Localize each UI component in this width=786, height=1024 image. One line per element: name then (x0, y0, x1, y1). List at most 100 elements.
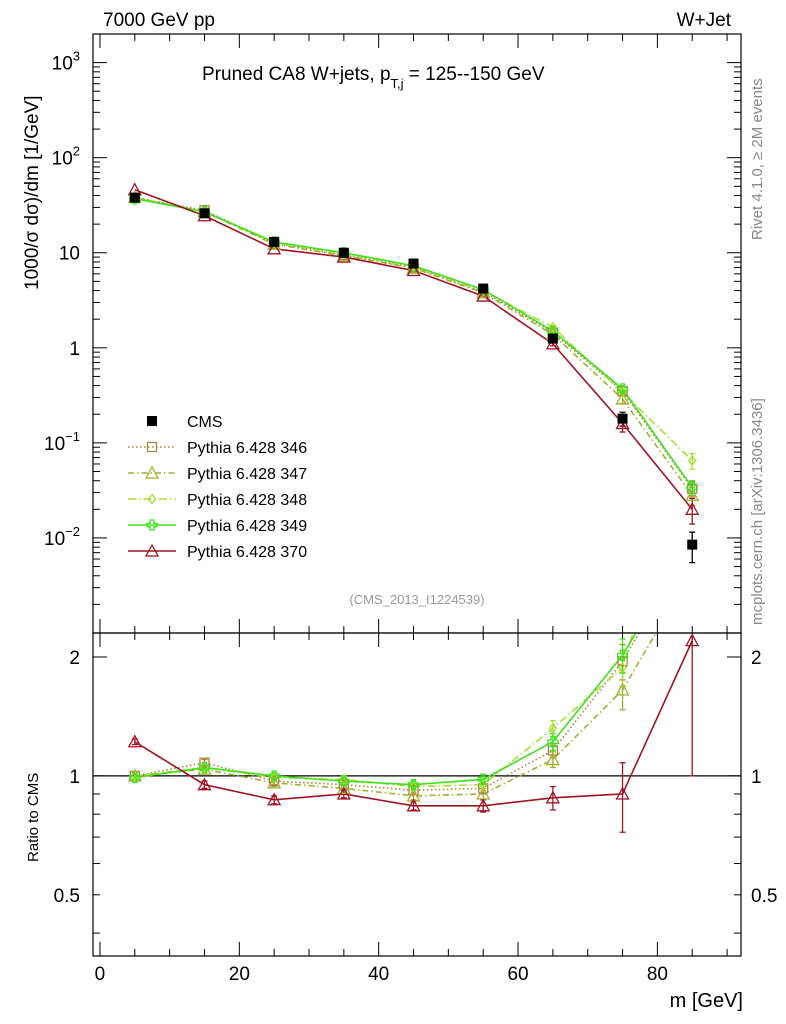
ratio-series-line (134, 633, 637, 786)
main-y-tick-label: 10 (59, 244, 80, 265)
ratio-series-line (134, 633, 641, 791)
x-tick-label: 0 (95, 964, 106, 985)
ratio-data-point (129, 771, 141, 784)
main-y-tick-exp: −1 (65, 429, 80, 444)
main-y-tick-label: 102 (52, 144, 80, 170)
rivet-version-label: Rivet 4.1.0, ≥ 2M events (749, 78, 766, 240)
main-data-point (617, 413, 628, 424)
x-tick-label: 60 (507, 964, 528, 985)
header-process: W+Jet (677, 10, 732, 31)
legend-marker (146, 519, 158, 531)
ratio-data-point (548, 722, 558, 734)
legend-marker (144, 543, 160, 557)
ratio-y-tick-label: 1 (69, 767, 80, 788)
x-axis-label: m [GeV] (670, 990, 743, 1012)
ratio-data-point (268, 770, 280, 782)
title-tail: = 125--150 GeV (404, 64, 545, 85)
ratio-data-point (199, 757, 210, 768)
legend-label: Pythia 6.428 349 (187, 518, 307, 535)
legend: CMS Pythia 6.428 346 Pythia 6.428 347 Pythi… (128, 414, 307, 561)
ratio-y-tick-label-right: 2 (751, 648, 762, 669)
main-data-point (406, 263, 421, 277)
ratio-data-point (338, 775, 350, 787)
main-series-line (134, 188, 693, 510)
main-y-tick-base: 10 (59, 244, 80, 265)
main-data-point (686, 481, 698, 494)
ratio-data-point (545, 790, 560, 804)
ratio-data-point (689, 426, 696, 435)
main-data-point (199, 208, 210, 219)
main-data-point (338, 247, 349, 258)
main-data-point (476, 288, 491, 302)
main-data-point (267, 241, 282, 255)
main-data-point (269, 236, 280, 247)
main-y-tick-label: 1 (69, 339, 80, 360)
main-y-tick-exp: 3 (73, 49, 80, 64)
ratio-data-point (618, 662, 627, 674)
title-sub: T,j (391, 76, 404, 91)
ratio-plot-area: 0.5 0.51 12 20 20 40 60 80 (54, 426, 777, 985)
ratio-frame (92, 632, 742, 957)
main-data-point (408, 258, 419, 269)
ratio-data-point (617, 656, 628, 667)
ratio-data-point (409, 780, 418, 793)
ratio-data-point (336, 780, 351, 794)
legend-label: Pythia 6.428 370 (187, 544, 307, 561)
main-data-point (616, 383, 629, 395)
legend-marker (147, 493, 157, 505)
main-y-axis-label: 1000/σ dσ)/dm [1/GeV] (22, 95, 43, 290)
ratio-data-point (616, 649, 629, 661)
main-data-point (687, 455, 697, 467)
ratio-data-point (267, 775, 282, 789)
mcplots-label: mcplots.cern.ch [arXiv:1306.3436] (749, 398, 766, 625)
ratio-y-axis-label: Ratio to CMS (25, 773, 42, 862)
ratio-data-point (547, 736, 559, 748)
main-data-point (685, 501, 700, 515)
ratio-y-tick-label: 0.5 (54, 886, 80, 907)
ratio-data-point (127, 734, 142, 748)
main-y-tick-label: 103 (52, 49, 80, 75)
ratio-series-line (134, 633, 634, 788)
x-tick-label: 40 (368, 964, 389, 985)
ratio-y-tick-label-right: 0.5 (751, 886, 777, 907)
main-data-point (615, 391, 630, 405)
main-data-point (547, 333, 558, 344)
ratio-data-point (545, 752, 560, 766)
legend-label: Pythia 6.428 348 (187, 492, 307, 509)
ratio-y-tick-label-right: 1 (751, 767, 762, 788)
ratio-data-point (615, 786, 630, 800)
ratio-data-point (686, 565, 698, 576)
main-y-tick-base: 1 (69, 339, 80, 360)
analysis-watermark: (CMS_2013_I1224539) (349, 592, 484, 607)
ratio-data-point (197, 777, 212, 791)
legend-label: CMS (187, 414, 223, 431)
x-tick-label: 80 (647, 964, 668, 985)
main-data-point (687, 539, 698, 550)
legend-marker (146, 441, 158, 453)
main-y-tick-exp: −2 (65, 524, 80, 539)
main-y-tick-label: 10−1 (44, 429, 80, 455)
ratio-data-point (267, 792, 282, 806)
main-y-tick-exp: 2 (73, 144, 80, 159)
ratio-data-point (198, 761, 211, 774)
legend-marker (147, 416, 157, 426)
ratio-data-point (269, 772, 279, 784)
ratio-data-point (336, 786, 351, 800)
legend-marker (144, 465, 160, 479)
ratio-data-point (477, 773, 489, 786)
main-y-tick-base: 10 (52, 149, 73, 170)
ratio-series-group (127, 426, 700, 833)
ratio-data-point (406, 798, 421, 812)
legend-label: Pythia 6.428 347 (187, 466, 307, 483)
title-main: Pruned CA8 W+jets, p (202, 64, 391, 85)
x-tick-label: 20 (229, 964, 250, 985)
main-plot-title: Pruned CA8 W+jets, pT,j = 125--150 GeV (202, 64, 545, 91)
main-data-point (685, 488, 700, 502)
ratio-data-point (685, 633, 700, 647)
main-y-tick-label: 10−2 (44, 524, 80, 550)
main-y-tick-base: 10 (44, 529, 65, 550)
legend-label: Pythia 6.428 346 (187, 440, 307, 457)
ratio-data-point (547, 745, 559, 756)
